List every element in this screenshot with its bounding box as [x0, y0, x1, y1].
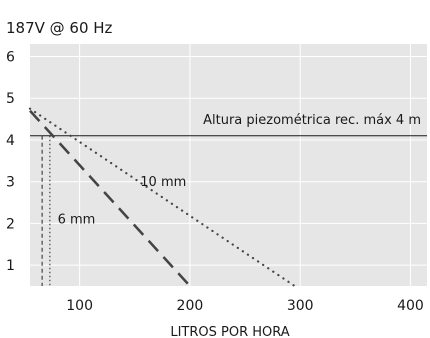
series-label-10mm: 10 mm — [140, 175, 186, 190]
x-tick-label-200: 200 — [177, 298, 204, 314]
y-tick-label-4: 4 — [6, 133, 15, 149]
y-tick-label-5: 5 — [6, 91, 15, 107]
y-tick-label-1: 1 — [6, 258, 15, 274]
x-tick-label-100: 100 — [66, 298, 93, 314]
chart-title: 187V @ 60 Hz — [6, 19, 113, 37]
y-axis-ticks: 1 2 3 4 5 6 — [6, 50, 15, 275]
reference-line-label: Altura piezométrica rec. máx 4 m — [203, 113, 421, 128]
x-axis-ticks: 100 200 300 400 — [66, 298, 424, 314]
plot-area — [30, 44, 427, 286]
y-tick-label-3: 3 — [6, 175, 15, 191]
x-axis-label: LITROS POR HORA — [170, 325, 289, 338]
vertical-markers — [41, 135, 51, 286]
series-label-6mm: 6 mm — [58, 212, 96, 227]
x-tick-label-400: 400 — [397, 298, 424, 314]
series-group — [28, 107, 296, 288]
y-tick-label-6: 6 — [6, 50, 15, 66]
x-tick-label-300: 300 — [287, 298, 314, 314]
y-tick-label-2: 2 — [6, 216, 15, 232]
series-line-0 — [28, 107, 296, 288]
series-line-1 — [29, 109, 191, 287]
